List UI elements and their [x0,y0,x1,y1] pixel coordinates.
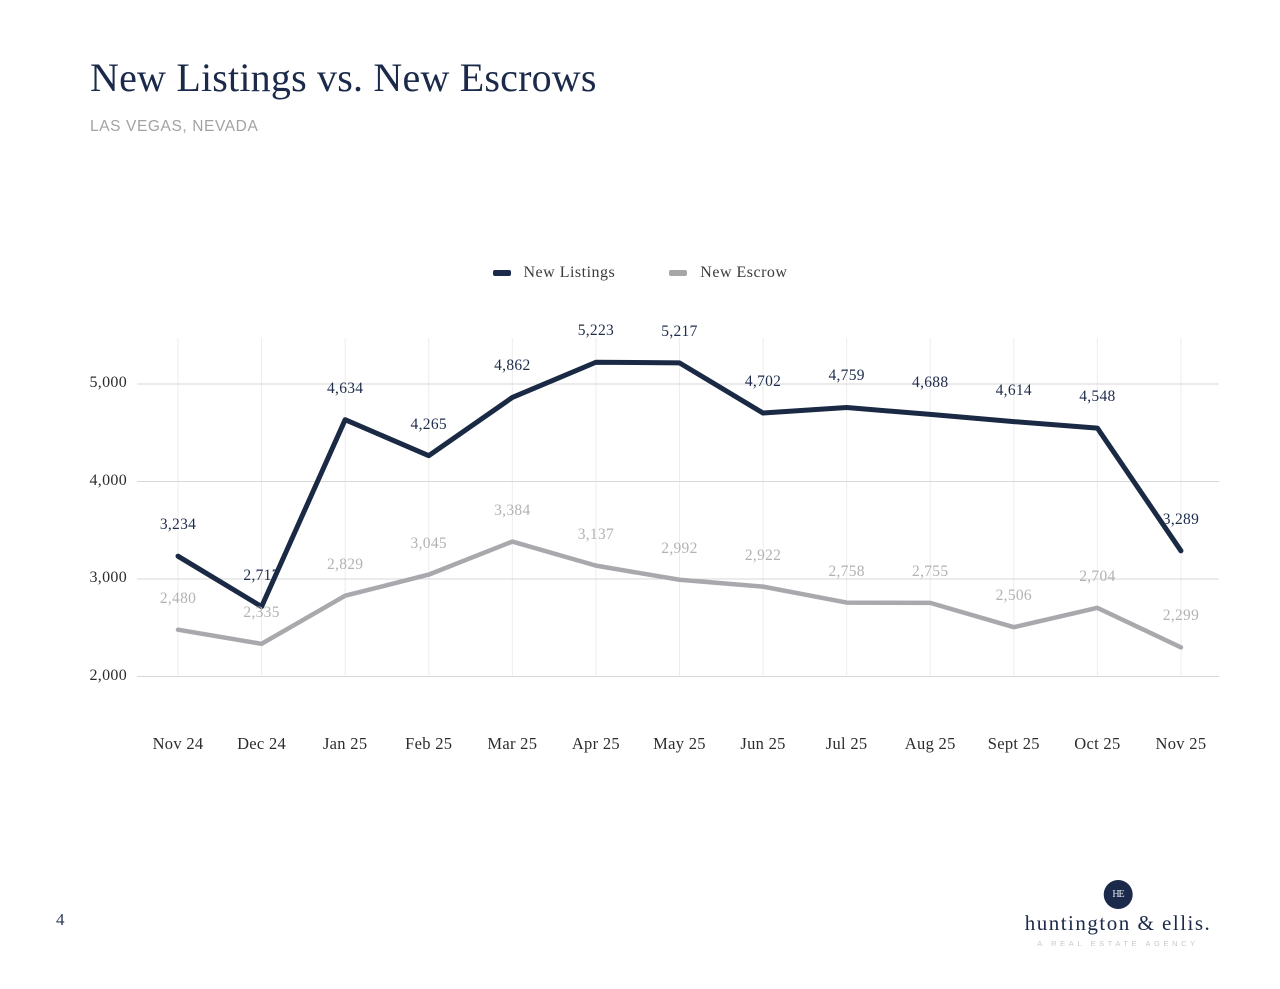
data-label: 4,702 [744,373,782,391]
y-axis-tick-label: 4,000 [89,471,127,489]
data-label: 3,289 [1162,510,1200,528]
data-label: 2,506 [995,587,1032,605]
legend-swatch-new-listings-icon [492,270,511,276]
series-line-new-listings [175,359,1184,610]
data-label: 3,137 [577,525,615,543]
x-axis-tick-label: Jun 25 [740,734,786,753]
data-label: 2,758 [828,562,865,580]
data-label: 4,688 [912,374,949,392]
series-line-new-escrow [175,539,1184,650]
data-label: 3,045 [410,534,447,552]
x-axis-tick-label: Oct 25 [1074,734,1121,753]
logo-name: huntington & ellis. [1024,911,1212,935]
data-label: 2,992 [661,539,698,557]
page-subtitle: LAS VEGAS, NEVADA [90,118,259,135]
data-label: 4,548 [1079,388,1116,406]
chart-legend: New Listings New Escrow [0,264,1280,282]
data-label: 3,234 [159,516,197,534]
data-label: 4,614 [995,381,1032,399]
y-axis-tick-label: 2,000 [89,666,127,684]
data-label: 5,217 [661,322,698,340]
y-axis-tick-label: 5,000 [89,374,127,391]
data-label: 3,384 [494,501,531,519]
data-label: 2,480 [159,589,197,607]
y-axis-tick-label: 3,000 [89,569,127,586]
legend-item-new-escrow: New Escrow [669,264,787,282]
data-label: 2,829 [326,555,364,573]
data-label: 4,759 [828,367,865,385]
page-number: 4 [56,910,65,929]
x-axis-tick-label: Aug 25 [904,734,956,753]
x-axis-tick-label: Nov 24 [152,734,204,753]
data-label: 4,862 [494,357,531,375]
data-label: 2,335 [243,603,280,621]
legend-swatch-new-escrow-icon [669,270,688,276]
logo-tagline: A REAL ESTATE AGENCY [1037,939,1199,948]
data-label: 2,299 [1162,607,1200,625]
x-axis-tick-label: Dec 24 [237,734,287,753]
data-label: 2,704 [1079,567,1116,585]
x-axis-tick-label: Mar 25 [487,734,538,753]
data-label: 2,755 [912,562,949,580]
data-label: 2,922 [744,546,782,564]
x-axis-tick-label: Jan 25 [322,734,368,753]
page-title: New Listings vs. New Escrows [90,55,597,100]
x-axis-tick-label: Feb 25 [405,734,453,753]
x-axis-tick-label: Nov 25 [1155,734,1207,753]
logo-monogram-icon: HE [1103,880,1133,909]
data-label: 4,265 [410,415,447,433]
x-axis-tick-label: Sept 25 [987,734,1040,753]
data-label: 5,223 [577,322,615,340]
x-axis-tick-label: May 25 [653,734,706,753]
x-axis-tick-label: Apr 25 [571,734,620,753]
x-axis-tick-label: Jul 25 [825,734,868,753]
data-label: 4,634 [326,379,364,397]
data-label: 2,717 [243,566,280,584]
legend-label: New Escrow [700,264,788,281]
legend-label: New Listings [523,264,616,281]
company-logo: HE huntington & ellis. A REAL ESTATE AGE… [1025,880,1212,948]
legend-item-new-listings: New Listings [492,264,616,282]
